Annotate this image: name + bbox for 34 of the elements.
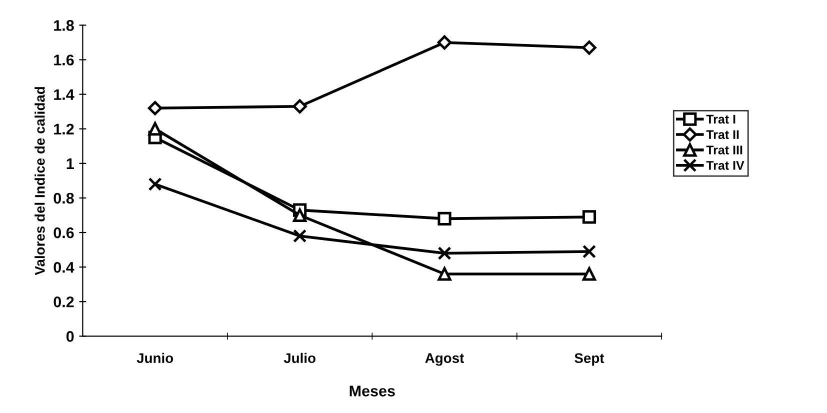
point	[437, 35, 452, 50]
y-tick-label: 0.2	[54, 296, 74, 308]
point	[582, 210, 596, 224]
point	[148, 100, 162, 116]
legend-label: Trat II	[706, 130, 739, 140]
point	[292, 229, 307, 243]
y-axis-title: Valores del Indice de calidad	[34, 87, 45, 276]
point	[582, 267, 596, 281]
point	[582, 40, 596, 55]
point	[148, 177, 162, 191]
y-tick-label: 0.4	[54, 262, 74, 273]
point	[148, 122, 162, 136]
point	[438, 212, 452, 226]
point	[292, 208, 307, 222]
y-tick-label: 0.8	[54, 192, 74, 204]
y-tick-label: 1.2	[54, 124, 74, 134]
x-tick-label: Julio	[284, 352, 316, 364]
point	[438, 246, 452, 260]
y-tick-label: 0.6	[54, 227, 74, 238]
legend-label: Trat I	[706, 114, 736, 124]
legend-label: Trat III	[706, 146, 742, 154]
x-tick-label: Sept	[574, 353, 604, 366]
legend-label: Trat IV	[706, 161, 744, 170]
point	[292, 99, 307, 114]
y-tick-label: 1.6	[54, 54, 74, 66]
y-tick-label: 1.8	[54, 20, 74, 31]
y-tick-label: 1	[66, 158, 74, 169]
x-tick-label: Agost	[425, 353, 464, 366]
point	[438, 267, 452, 281]
y-tick-label: 0	[66, 331, 74, 342]
point	[582, 244, 596, 258]
x-tick-label: Junio	[136, 352, 174, 364]
y-tick-label: 1.4	[54, 89, 74, 100]
x-axis-title: Meses	[350, 386, 395, 396]
